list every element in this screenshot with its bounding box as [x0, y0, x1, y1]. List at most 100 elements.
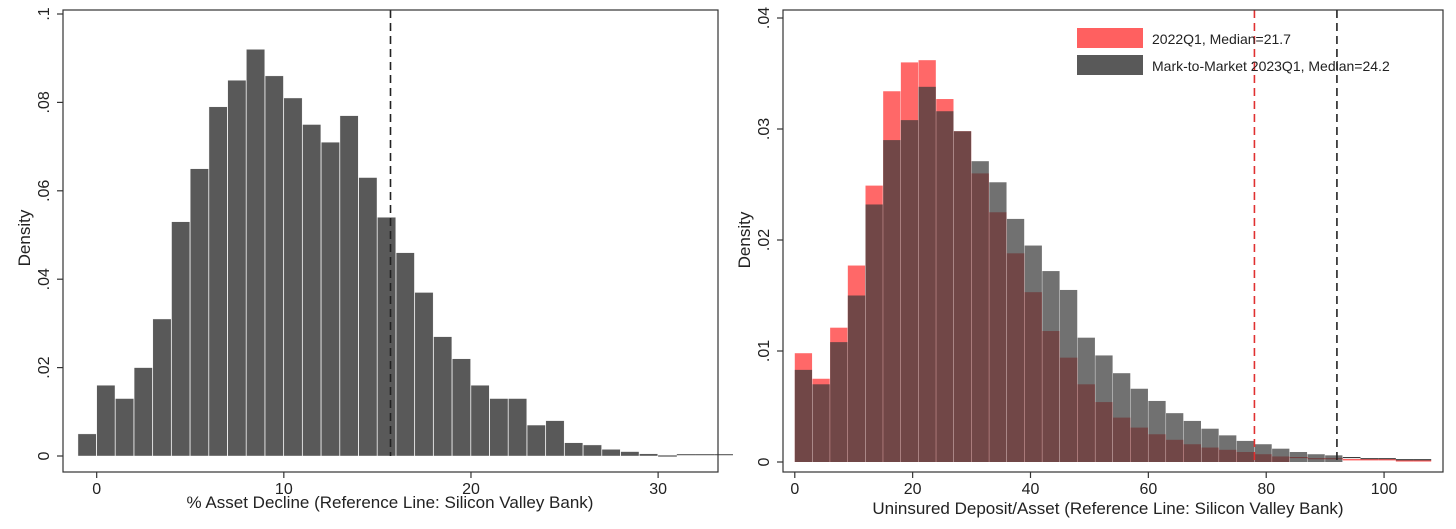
chart-asset-decline-frame — [62, 9, 719, 473]
chart-uninsured-deposit-y-tick-label: .04 — [756, 7, 773, 29]
chart-uninsured-deposit-y-axis-label: Density — [735, 211, 754, 268]
chart-asset-decline-x-tick-label: 10 — [275, 481, 293, 498]
chart-uninsured-deposit-bar — [1325, 455, 1343, 462]
chart-uninsured-deposit-bar — [971, 161, 989, 462]
chart-asset-decline-x-tick-label: 0 — [92, 481, 101, 498]
chart-uninsured-deposit-bar — [989, 182, 1007, 462]
chart-asset-decline-bar — [283, 97, 303, 457]
chart-uninsured-deposit-bar — [794, 369, 813, 462]
chart-uninsured-deposit-x-axis-label: Uninsured Deposit/Asset (Reference Line:… — [872, 499, 1343, 518]
chart-uninsured-deposit-bar — [1006, 218, 1025, 462]
chart-asset-decline-bar — [433, 336, 453, 457]
chart-asset-decline-bar — [358, 177, 378, 457]
chart-uninsured-deposit-bar — [1113, 373, 1131, 462]
chart-asset-decline-bar — [489, 398, 509, 457]
chart-asset-decline-bar — [77, 433, 97, 457]
chart-uninsured-deposit-bar — [883, 140, 901, 462]
chart-uninsured-deposit-bar — [1289, 452, 1308, 462]
chart-asset-decline-bar — [583, 444, 602, 457]
chart-asset-decline-y-tick-label: .04 — [36, 268, 53, 290]
chart-uninsured-deposit-bar — [1201, 428, 1219, 462]
chart-uninsured-deposit-axes: 0 20 40 60 80 100 0 .01 .02 .03 .04 — [756, 7, 1444, 498]
chart-uninsured-deposit-bar — [1166, 413, 1184, 462]
chart-asset-decline-bar — [321, 141, 340, 457]
chart-asset-decline-bar — [152, 318, 172, 457]
chart-uninsured-deposit-x-tick-label: 80 — [1257, 481, 1275, 498]
chart-asset-decline-bar — [508, 398, 527, 457]
chart-uninsured-deposit-bar — [900, 120, 919, 463]
chart-asset-decline-bar — [133, 367, 153, 457]
chart-uninsured-deposit-x-tick-label: 100 — [1371, 481, 1398, 498]
chart-uninsured-deposit-bar — [1236, 440, 1255, 462]
chart-asset-decline-axes: 0 10 20 30 0 .02 .04 .06 .08 .1 — [36, 7, 719, 498]
chart-uninsured-deposit-x-tick-label: 20 — [904, 481, 922, 498]
chart-asset-decline-bar — [470, 385, 490, 457]
chart-uninsured-deposit-bar — [1272, 448, 1290, 462]
chart-asset-decline-bar — [564, 442, 584, 457]
chart-uninsured-deposit-bar — [1219, 435, 1237, 462]
chart-uninsured-deposit-x-tick-label: 40 — [1022, 481, 1040, 498]
chart-asset-decline-bar — [171, 221, 191, 457]
chart-uninsured-deposit-bar — [918, 86, 936, 462]
chart-asset-decline-bar — [545, 420, 565, 457]
chart-asset-decline-bar — [227, 80, 247, 457]
legend-swatch-2022q1 — [1077, 28, 1143, 48]
chart-asset-decline-bar — [395, 252, 415, 457]
chart-asset-decline-y-tick-label: .06 — [36, 180, 53, 202]
chart-asset-decline-bar — [526, 424, 546, 457]
chart-asset-decline-bar — [96, 385, 116, 457]
chart-asset-decline-bar — [208, 106, 228, 457]
chart-asset-decline-y-tick-label: 0 — [36, 451, 53, 460]
chart-uninsured-deposit-bar — [936, 111, 954, 463]
chart-uninsured-deposit-bar — [953, 131, 972, 462]
chart-asset-decline-y-axis-label: Density — [15, 209, 34, 266]
chart-asset-decline-x-axis-label: % Asset Decline (Reference Line: Silicon… — [187, 493, 594, 512]
chart-asset-decline-y-tick-label: .08 — [36, 91, 53, 113]
chart-asset-decline-bar — [246, 49, 265, 457]
chart-asset-decline-bar — [302, 124, 322, 457]
chart-uninsured-deposit-bar — [1042, 271, 1060, 462]
chart-uninsured-deposit-bar — [830, 342, 848, 462]
chart-uninsured-deposit-bar — [1059, 289, 1078, 462]
chart-uninsured-deposit-bar — [1148, 400, 1166, 462]
chart-uninsured-deposit-y-tick-label: 0 — [756, 457, 773, 466]
chart-uninsured-deposit-reference-lines — [1253, 10, 1338, 462]
chart-asset-decline-y-tick-label: .02 — [36, 356, 53, 378]
chart-asset-decline-x-tick-label: 30 — [649, 481, 667, 498]
chart-uninsured-deposit: 0 20 40 60 80 100 0 .01 .02 .03 .04 Uninsured Depo… — [735, 7, 1444, 518]
chart-uninsured-deposit-bar — [1307, 454, 1325, 462]
chart-asset-decline-bar — [601, 449, 621, 457]
chart-asset-decline: 0 10 20 30 0 .02 .04 .06 .08 .1 % Asset Decline (… — [15, 7, 733, 512]
chart-asset-decline-bar — [190, 168, 209, 457]
chart-uninsured-deposit-frame — [782, 9, 1444, 473]
chart-asset-decline-bar — [414, 292, 434, 457]
chart-asset-decline-bar — [339, 115, 359, 457]
chart-asset-decline-y-tick-label: .1 — [36, 7, 53, 20]
chart-uninsured-deposit-bar — [1077, 337, 1095, 462]
chart-uninsured-deposit-bar — [847, 295, 866, 462]
chart-uninsured-deposit-y-tick-label: .01 — [756, 340, 773, 362]
chart-uninsured-deposit-bar — [1183, 420, 1201, 462]
chart-uninsured-deposit-bar — [1130, 388, 1148, 462]
chart-asset-decline-bar — [639, 453, 658, 457]
chart-uninsured-deposit-bar — [1095, 355, 1113, 462]
chart-uninsured-deposit-bar — [1024, 245, 1042, 462]
chart-uninsured-deposit-y-tick-label: .03 — [756, 118, 773, 140]
chart-uninsured-deposit-bars — [794, 60, 1432, 463]
legend-label-mark-to-market-2023q1: Mark-to-Market 2023Q1, Median=24.2 — [1152, 58, 1390, 74]
chart-asset-decline-bar — [377, 217, 396, 457]
chart-asset-decline-x-tick-label: 20 — [462, 481, 480, 498]
chart-uninsured-deposit-x-tick-label: 60 — [1139, 481, 1157, 498]
legend-swatch-mark-to-market-2023q1 — [1077, 55, 1143, 75]
chart-uninsured-deposit-y-tick-label: .02 — [756, 229, 773, 251]
chart-asset-decline-bar — [620, 451, 640, 457]
chart-uninsured-deposit-x-tick-label: 0 — [790, 481, 799, 498]
chart-uninsured-deposit-legend: 2022Q1, Median=21.7 Mark-to-Market 2023Q… — [1077, 28, 1390, 75]
chart-asset-decline-bars — [77, 49, 733, 457]
chart-uninsured-deposit-bar — [812, 384, 830, 462]
chart-asset-decline-bar — [115, 398, 134, 457]
legend-label-2022q1: 2022Q1, Median=21.7 — [1152, 31, 1291, 47]
chart-asset-decline-bar — [264, 75, 284, 457]
